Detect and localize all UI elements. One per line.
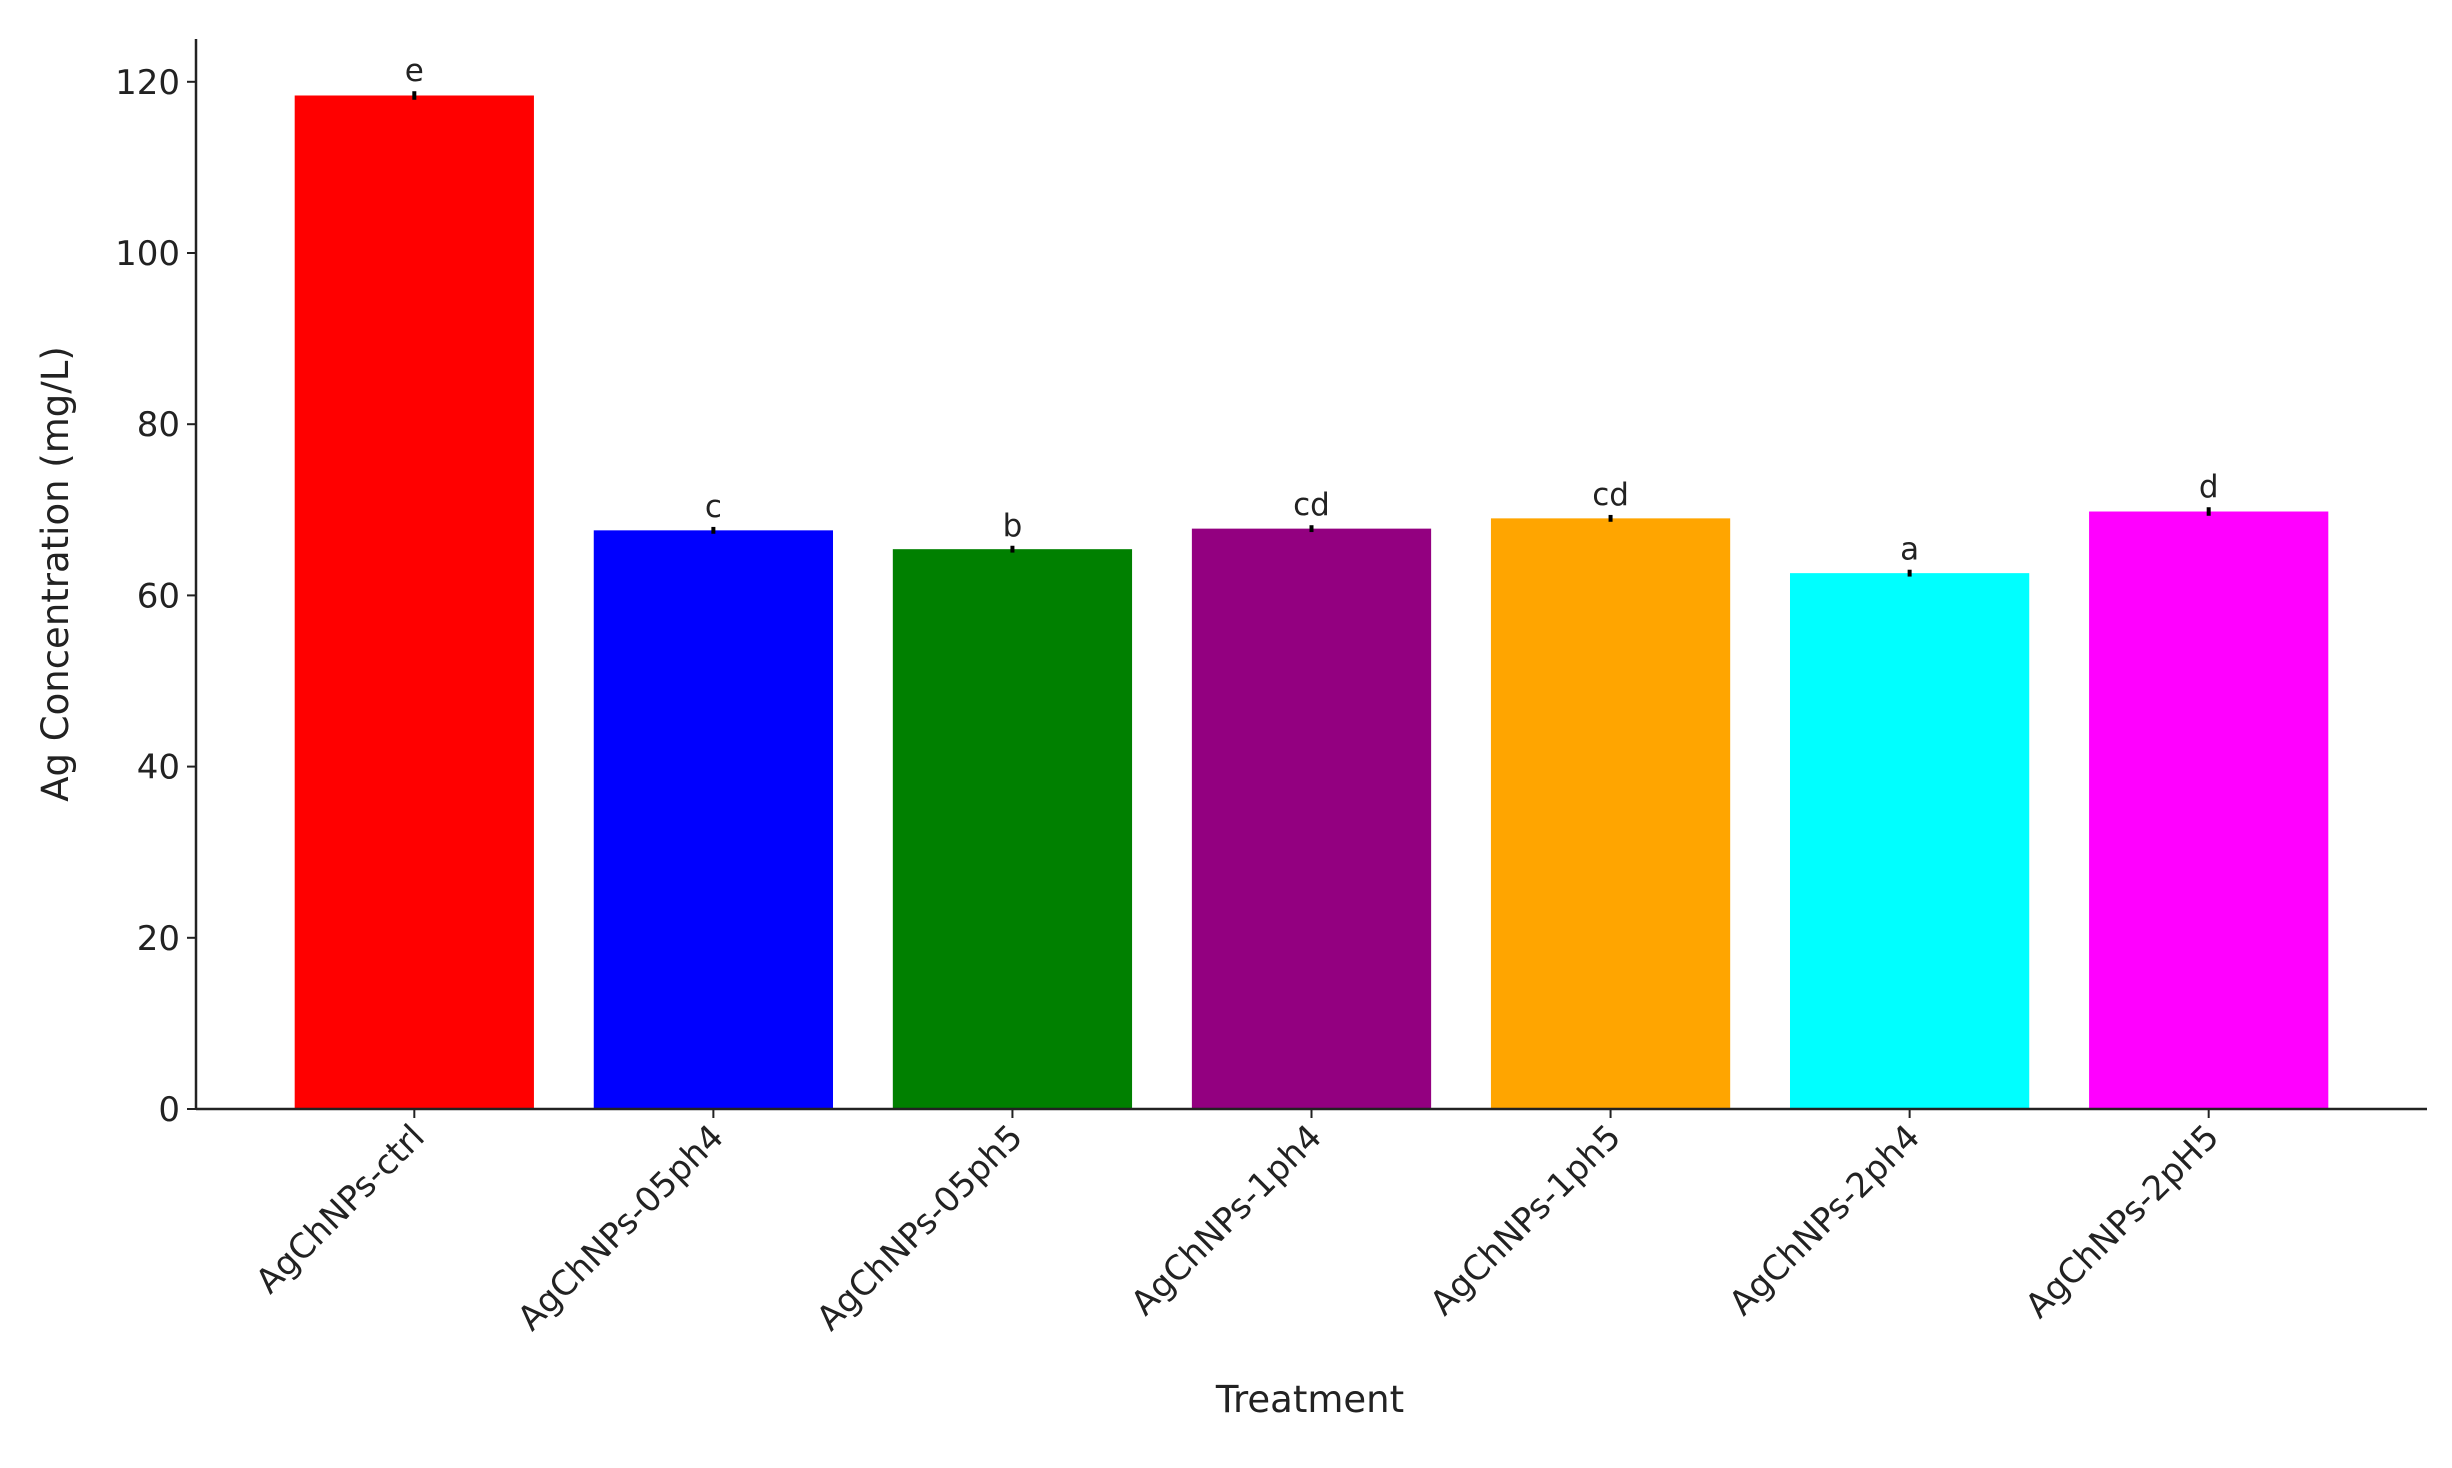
significance-letter: e bbox=[405, 53, 424, 89]
y-tick-label: 100 bbox=[115, 234, 180, 274]
bar bbox=[2089, 511, 2329, 1110]
bar bbox=[892, 549, 1133, 1109]
x-tick-label: AgChNPs-2ph4 bbox=[1722, 1117, 1928, 1323]
y-tick-label: 20 bbox=[137, 919, 180, 959]
bar bbox=[1490, 518, 1731, 1109]
x-tick-label: AgChNPs-05ph4 bbox=[510, 1117, 732, 1339]
y-tick-label: 120 bbox=[115, 63, 180, 103]
bar bbox=[1191, 528, 1432, 1109]
x-tick-label: AgChNPs-1ph4 bbox=[1123, 1117, 1329, 1323]
y-axis-label: Ag Concentration (mg/L) bbox=[34, 346, 77, 802]
significance-letter: cd bbox=[1592, 477, 1629, 513]
x-tick-label: AgChNPs-ctrl bbox=[248, 1117, 432, 1301]
significance-letter: cd bbox=[1293, 487, 1330, 523]
significance-letter: c bbox=[705, 489, 722, 525]
significance-letter: b bbox=[1003, 508, 1023, 544]
significance-letter: d bbox=[2199, 469, 2219, 505]
y-tick-label: 0 bbox=[158, 1090, 180, 1130]
y-tick-label: 40 bbox=[137, 748, 180, 788]
bar bbox=[593, 530, 834, 1109]
x-axis-label: Treatment bbox=[1215, 1378, 1404, 1421]
bar bbox=[294, 95, 534, 1110]
y-tick-label: 80 bbox=[137, 405, 180, 445]
bar bbox=[1789, 573, 2030, 1109]
x-tick-label: AgChNPs-1ph5 bbox=[1423, 1117, 1629, 1323]
x-tick-label: AgChNPs-2pH5 bbox=[2018, 1117, 2227, 1326]
significance-letter: a bbox=[1900, 532, 1919, 568]
x-tick-label: AgChNPs-05ph5 bbox=[809, 1117, 1031, 1339]
y-tick-label: 60 bbox=[137, 576, 180, 616]
